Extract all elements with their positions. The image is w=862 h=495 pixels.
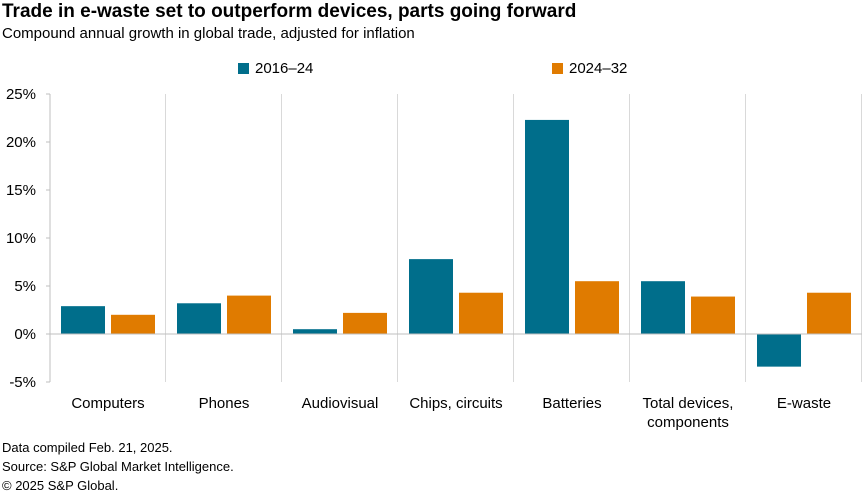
- chart-subtitle: Compound annual growth in global trade, …: [2, 25, 415, 42]
- footer-source: Source: S&P Global Market Intelligence.: [2, 459, 234, 474]
- legend-label-2024-32: 2024–32: [569, 60, 628, 77]
- footer-copyright: © 2025 S&P Global.: [2, 478, 119, 493]
- legend-label-2016-24: 2016–24: [255, 60, 314, 77]
- bar-2016-24: [177, 303, 221, 334]
- bar-2016-24: [409, 259, 453, 334]
- legend-swatch-2016-24: [238, 63, 249, 74]
- bar-2024-32: [691, 296, 735, 334]
- bar-2024-32: [575, 281, 619, 334]
- x-tick-label: components: [647, 414, 729, 431]
- y-tick-label: 0%: [14, 326, 36, 343]
- bar-2016-24: [293, 329, 337, 334]
- bar-2016-24: [641, 281, 685, 334]
- bar-2024-32: [227, 295, 271, 334]
- legend-swatch-2024-32: [552, 63, 563, 74]
- legend: 2016–24 2024–32: [0, 60, 862, 80]
- bar-2016-24: [757, 334, 801, 367]
- x-tick-label: Phones: [199, 395, 250, 412]
- footer-data-compiled: Data compiled Feb. 21, 2025.: [2, 440, 173, 455]
- bar-2024-32: [111, 314, 155, 334]
- bar-2024-32: [343, 312, 387, 334]
- y-tick-label: 25%: [6, 86, 36, 103]
- x-tick-label: Batteries: [542, 395, 601, 412]
- y-tick-label: 5%: [14, 278, 36, 295]
- x-tick-label: Total devices,: [643, 395, 734, 412]
- legend-item-2016-24: 2016–24: [238, 60, 313, 77]
- bar-2024-32: [459, 292, 503, 334]
- x-tick-label: E-waste: [777, 395, 831, 412]
- legend-item-2024-32: 2024–32: [552, 60, 627, 77]
- bar-2016-24: [61, 306, 105, 334]
- bar-2016-24: [525, 119, 569, 334]
- y-tick-label: 10%: [6, 230, 36, 247]
- y-tick-label: 15%: [6, 182, 36, 199]
- y-tick-label: -5%: [9, 374, 36, 391]
- chart-title: Trade in e-waste set to outperform devic…: [2, 1, 577, 22]
- y-tick-label: 20%: [6, 134, 36, 151]
- bar-2024-32: [807, 292, 851, 334]
- x-tick-label: Chips, circuits: [409, 395, 502, 412]
- x-tick-label: Computers: [71, 395, 144, 412]
- x-tick-label: Audiovisual: [302, 395, 379, 412]
